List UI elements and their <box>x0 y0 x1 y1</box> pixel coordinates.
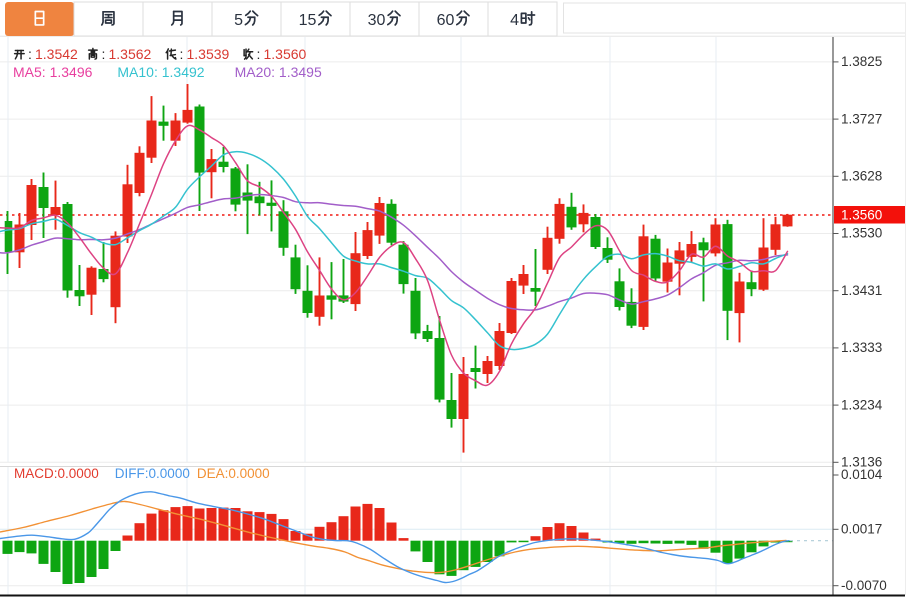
svg-text:4: 4 <box>510 12 519 29</box>
svg-text:1.3333: 1.3333 <box>841 340 882 355</box>
svg-text:1.3539: 1.3539 <box>187 46 230 62</box>
svg-text::: : <box>102 46 106 62</box>
svg-text:1.3825: 1.3825 <box>841 54 882 69</box>
svg-text:1.3562: 1.3562 <box>109 46 152 62</box>
svg-text:0.0017: 0.0017 <box>841 522 882 537</box>
svg-text:-0.0070: -0.0070 <box>841 578 887 593</box>
svg-text:1.3431: 1.3431 <box>841 283 882 298</box>
svg-text:1.3560: 1.3560 <box>264 46 307 62</box>
svg-text:1.3560: 1.3560 <box>841 208 882 223</box>
svg-text:15: 15 <box>299 12 317 29</box>
svg-text::: : <box>180 46 184 62</box>
svg-text:1.3234: 1.3234 <box>841 397 883 412</box>
svg-text:1.3542: 1.3542 <box>35 46 78 62</box>
svg-text:30: 30 <box>368 12 386 29</box>
svg-text:5: 5 <box>234 12 243 29</box>
svg-text::: : <box>257 46 261 62</box>
svg-text:0.0104: 0.0104 <box>841 467 883 482</box>
svg-text:1.3628: 1.3628 <box>841 169 882 184</box>
svg-text:1.3530: 1.3530 <box>841 226 882 241</box>
svg-text:1.3136: 1.3136 <box>841 455 882 470</box>
svg-text:60: 60 <box>437 12 455 29</box>
svg-text::: : <box>28 46 32 62</box>
svg-text:1.3727: 1.3727 <box>841 111 882 126</box>
